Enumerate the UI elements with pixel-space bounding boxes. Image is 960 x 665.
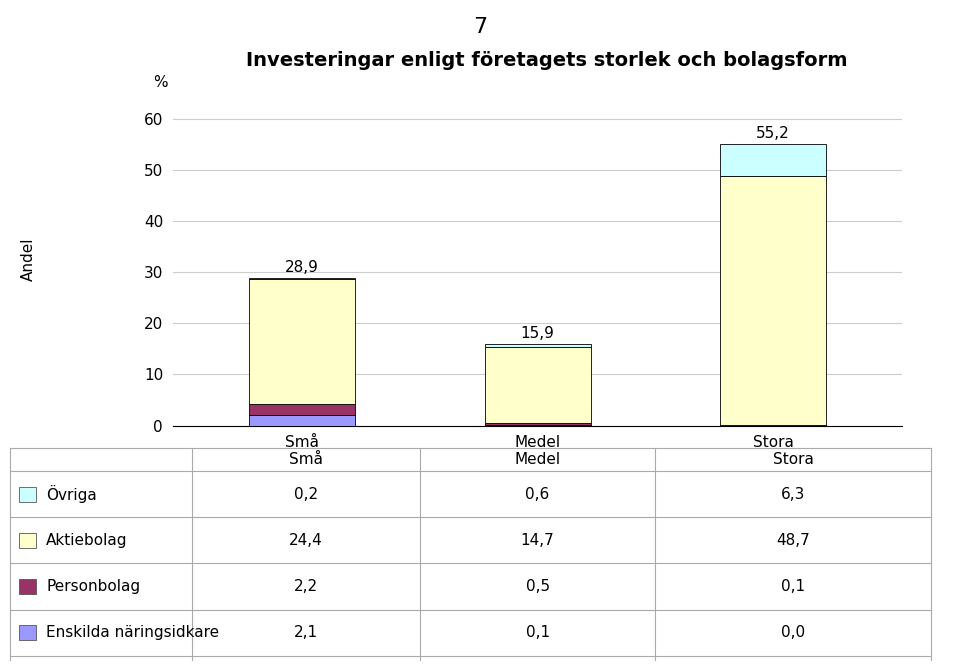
Bar [19, 579, 36, 594]
Text: 55,2: 55,2 [756, 126, 790, 141]
Bar [720, 176, 826, 425]
Text: Stora: Stora [773, 452, 814, 467]
Text: 48,7: 48,7 [777, 533, 810, 548]
Bar [250, 404, 355, 415]
Text: 0,5: 0,5 [525, 579, 550, 594]
Bar [250, 415, 355, 426]
Text: 14,7: 14,7 [520, 533, 555, 548]
Text: 24,4: 24,4 [289, 533, 323, 548]
Bar [19, 533, 36, 547]
Bar [19, 487, 36, 501]
Bar [19, 626, 36, 640]
Bar [485, 344, 590, 347]
Text: 7: 7 [473, 17, 487, 37]
Bar [485, 347, 590, 422]
Bar [250, 278, 355, 279]
Text: %: % [154, 74, 168, 90]
Text: 15,9: 15,9 [520, 327, 555, 341]
Text: 6,3: 6,3 [781, 487, 805, 502]
Bar [485, 422, 590, 425]
Text: Investeringar enligt företagets storlek och bolagsform: Investeringar enligt företagets storlek … [247, 51, 848, 70]
Text: Andel: Andel [21, 237, 36, 281]
Text: Personbolag: Personbolag [46, 579, 140, 594]
Bar [720, 144, 826, 176]
Text: Övriga: Övriga [46, 485, 97, 503]
Text: 0,1: 0,1 [525, 625, 550, 640]
Text: 28,9: 28,9 [285, 260, 319, 275]
Text: 0,1: 0,1 [781, 579, 805, 594]
Text: Enskilda näringsidkare: Enskilda näringsidkare [46, 625, 219, 640]
Text: 0,6: 0,6 [525, 487, 550, 502]
Bar [250, 279, 355, 404]
Text: 2,2: 2,2 [294, 579, 318, 594]
Text: 2,1: 2,1 [294, 625, 318, 640]
Text: Små: Små [289, 452, 323, 467]
Text: 0,0: 0,0 [781, 625, 805, 640]
Text: Medel: Medel [515, 452, 561, 467]
Text: 0,2: 0,2 [294, 487, 318, 502]
Text: Aktiebolag: Aktiebolag [46, 533, 128, 548]
